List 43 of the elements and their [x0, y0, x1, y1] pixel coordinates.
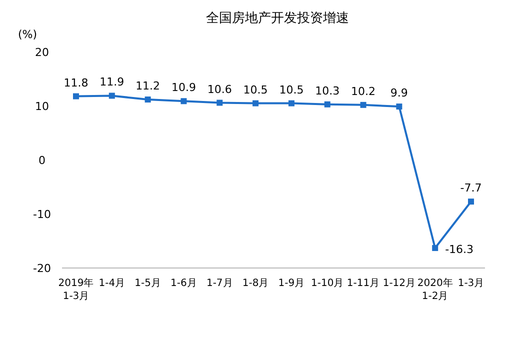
point — [73, 93, 79, 100]
x-tick-label: 1-3月 — [458, 278, 484, 289]
point — [324, 101, 330, 108]
point — [108, 92, 115, 99]
data-label: 10.9 — [171, 81, 196, 94]
point — [288, 100, 294, 106]
point — [468, 198, 474, 205]
x-tick-label: 1-10月 — [311, 278, 344, 289]
x-tick-label: 2020年 1-2月 — [417, 277, 453, 302]
x-tick-label: 1-11月 — [346, 278, 380, 289]
x-tick-label: 1-7月 — [206, 278, 233, 289]
y-tick-label: 0 — [38, 154, 46, 167]
x-tick-label: 1-4月 — [98, 278, 126, 289]
x-tick-label: 1-9月 — [278, 278, 305, 289]
x-tick-label: 1-8月 — [242, 278, 269, 289]
x-tick-label: 2019年 1-3月 — [58, 277, 94, 302]
data-label: -16.3 — [445, 243, 474, 256]
data-label: 9.9 — [390, 86, 408, 100]
data-label: 10.3 — [315, 84, 340, 98]
y-tick-label: 10 — [35, 100, 49, 113]
point — [432, 245, 438, 252]
y-tick-label: 20 — [35, 46, 49, 59]
data-label: 10.5 — [279, 83, 304, 96]
point — [216, 100, 223, 106]
data-label: 10.2 — [351, 84, 376, 98]
point — [396, 104, 402, 110]
y-tick-label: -10 — [33, 208, 51, 221]
x-tick-label: 1-6月 — [170, 278, 197, 289]
y-axis-title: (%) — [18, 28, 38, 41]
chart-title: 全国房地产开发投资增速 — [206, 10, 349, 26]
data-label: 10.5 — [243, 83, 268, 96]
data-label: 11.8 — [64, 76, 88, 90]
x-tick-label: 1-5月 — [134, 278, 161, 289]
data-label: 11.9 — [100, 76, 124, 89]
data-label: -7.7 — [460, 182, 482, 195]
point — [180, 98, 187, 104]
data-label: 10.6 — [207, 82, 232, 96]
x-tick-label: 1-12月 — [382, 278, 416, 289]
data-label: 11.2 — [136, 80, 160, 93]
point — [252, 100, 259, 106]
point — [144, 96, 151, 103]
y-tick-label: -20 — [33, 262, 51, 275]
point — [360, 102, 366, 108]
